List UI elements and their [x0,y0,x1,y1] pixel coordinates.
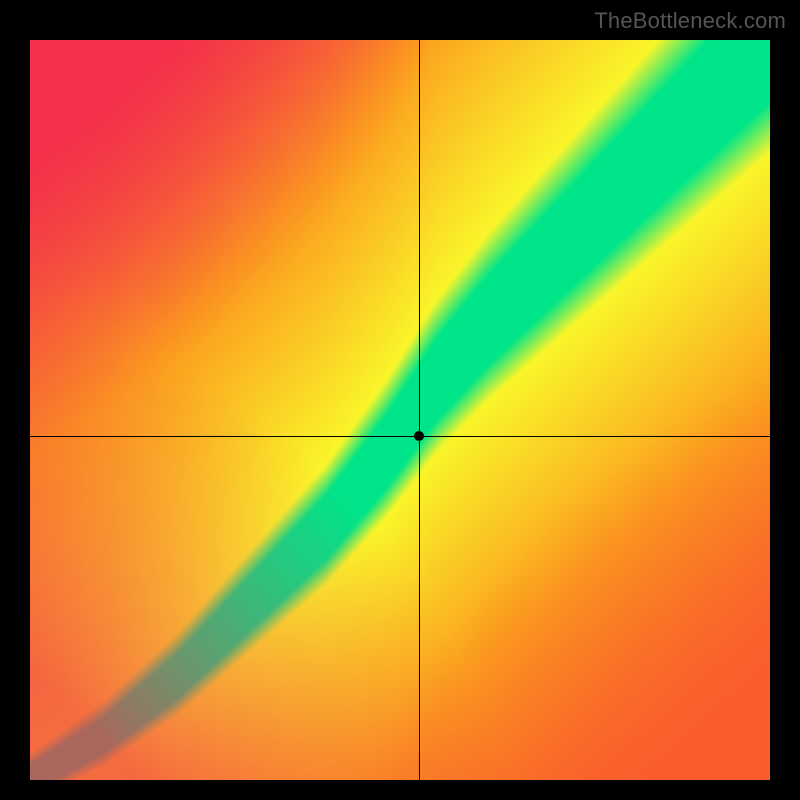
heatmap-canvas [30,40,770,780]
bottleneck-heatmap [30,40,770,780]
crosshair-marker [414,431,424,441]
watermark-text: TheBottleneck.com [594,8,786,34]
crosshair-vertical [419,40,420,780]
crosshair-horizontal [30,436,770,437]
